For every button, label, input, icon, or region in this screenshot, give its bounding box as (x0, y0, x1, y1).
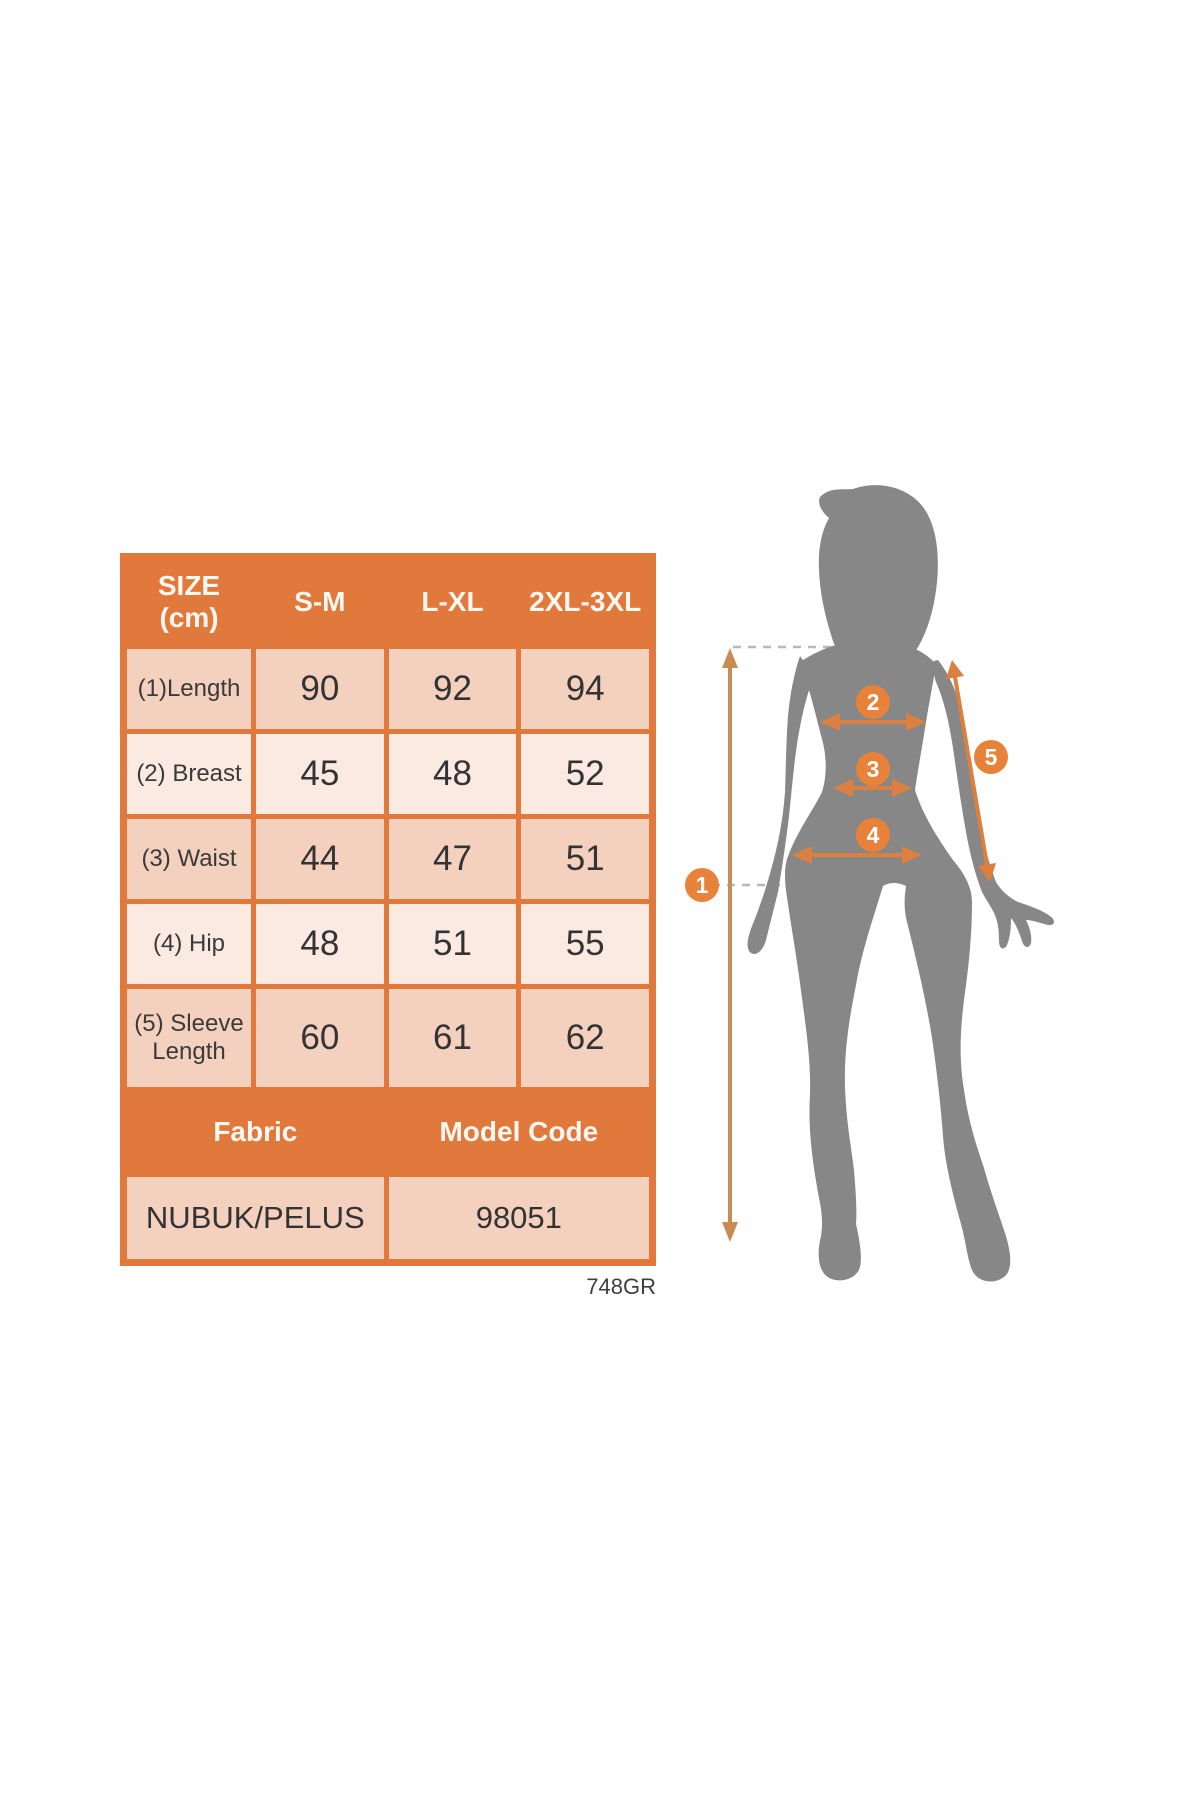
sleeve-l-xl: 61 (388, 989, 517, 1087)
hip-2xl-3xl: 55 (521, 904, 649, 984)
fabric-header: Fabric (127, 1092, 384, 1172)
measure-badge-2: 2 (856, 685, 890, 719)
hip-s-m: 48 (256, 904, 384, 984)
column-header-s-m: S-M (256, 560, 384, 644)
breast-s-m: 45 (256, 734, 384, 814)
length-2xl-3xl: 94 (521, 649, 649, 729)
silhouette-left-arm (747, 656, 814, 954)
waist-2xl-3xl: 51 (521, 819, 649, 899)
silhouette-head (818, 485, 938, 673)
model-code-value: 98051 (388, 1177, 649, 1259)
measure-badge-1: 1 (685, 868, 719, 902)
breast-arrow (820, 713, 926, 731)
measure-badge-5: 5 (974, 740, 1008, 774)
row-label-length: (1)Length (127, 649, 251, 729)
hip-arrow (792, 846, 922, 864)
measure-badge-4: 4 (856, 818, 890, 852)
sleeve-2xl-3xl: 62 (521, 989, 649, 1087)
chart-note: 748GR (586, 1274, 656, 1299)
silhouette-torso-legs (785, 640, 1011, 1282)
hip-l-xl: 51 (388, 904, 517, 984)
size-chart-table: SIZE (cm) S-M L-XL 2XL-3XL (1)Length 90 … (120, 553, 656, 1266)
size-header-cell: SIZE (cm) (127, 560, 251, 644)
model-code-header: Model Code (388, 1092, 649, 1172)
column-header-2xl-3xl: 2XL-3XL (521, 560, 649, 644)
length-arrow (722, 648, 738, 1242)
waist-arrow (833, 779, 912, 797)
sleeve-arrow (946, 660, 996, 882)
row-label-breast: (2) Breast (127, 734, 251, 814)
column-header-l-xl: L-XL (388, 560, 517, 644)
waist-l-xl: 47 (388, 819, 517, 899)
waist-s-m: 44 (256, 819, 384, 899)
row-label-waist: (3) Waist (127, 819, 251, 899)
breast-2xl-3xl: 52 (521, 734, 649, 814)
female-body-silhouette (747, 485, 1054, 1282)
row-label-sleeve-length: (5) Sleeve Length (127, 989, 251, 1087)
sleeve-s-m: 60 (256, 989, 384, 1087)
breast-l-xl: 48 (388, 734, 517, 814)
row-label-hip: (4) Hip (127, 904, 251, 984)
length-l-xl: 92 (388, 649, 517, 729)
length-s-m: 90 (256, 649, 384, 729)
fabric-value: NUBUK/PELUS (127, 1177, 384, 1259)
measure-badge-3: 3 (856, 752, 890, 786)
